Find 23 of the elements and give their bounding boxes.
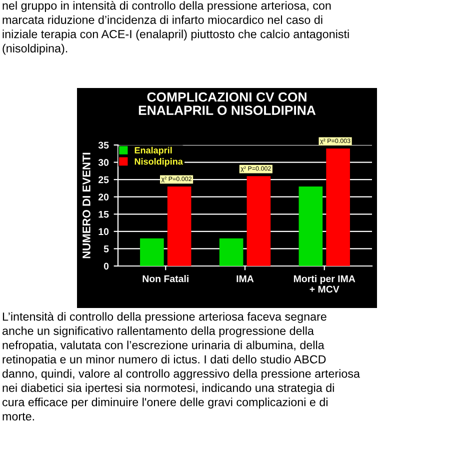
bar [298, 186, 323, 266]
y-tick-label: 20 [98, 194, 109, 200]
y-tick-label: 30 [98, 159, 109, 166]
x-tick-label: IMA [236, 275, 254, 282]
bar [140, 238, 164, 266]
bar [246, 176, 271, 266]
y-tick-label: 35 [98, 142, 109, 149]
y-tick-label: 15 [98, 210, 109, 218]
y-tick-label: 0 [104, 262, 109, 270]
bar [219, 238, 244, 266]
legend-label: Enalapril [134, 146, 172, 156]
y-tick-label: 10 [98, 228, 109, 236]
x-tick-label: Non Fatali [142, 275, 188, 282]
chart-title: COMPLICAZIONI CV CON ENALAPRIL O NISOLDIPINA [138, 92, 316, 115]
bar [167, 186, 192, 266]
text: nel gruppo in intensità di controllo della pressione arteriosa, con marcata riduzione d’incidenza di infarto miocardico nel caso di iniziale terapia con ACE-I (enalapril) piuttosto che calcio antagonisti (nisoldipina). [2, 1, 349, 55]
y-axis-title: NUMERO DI EVENTI [82, 152, 90, 258]
legend-label: Nisoldipina [134, 158, 183, 166]
y-tick-label: 5 [104, 246, 109, 252]
y-tick-label: 25 [98, 176, 109, 184]
x-tick-label: Morti per IMA + MCV [294, 275, 356, 293]
bar [326, 148, 350, 266]
text: L’intensità di controllo della pressione arteriosa faceva segnare anche un significativo rallentamento della progressione della nefropatia, valutata con l’escrezione urinaria di albumina, della retinopatia e un minor numero di ictus. I dati dello studio ABCD danno, quindi, valore al controllo aggressivo della pressione arteriosa nei diabetici sia ipertesi sia normotesi, indicando una strategia di cura efficace per diminuire l'onere delle gravi complicazioni e di morte. [2, 312, 360, 421]
